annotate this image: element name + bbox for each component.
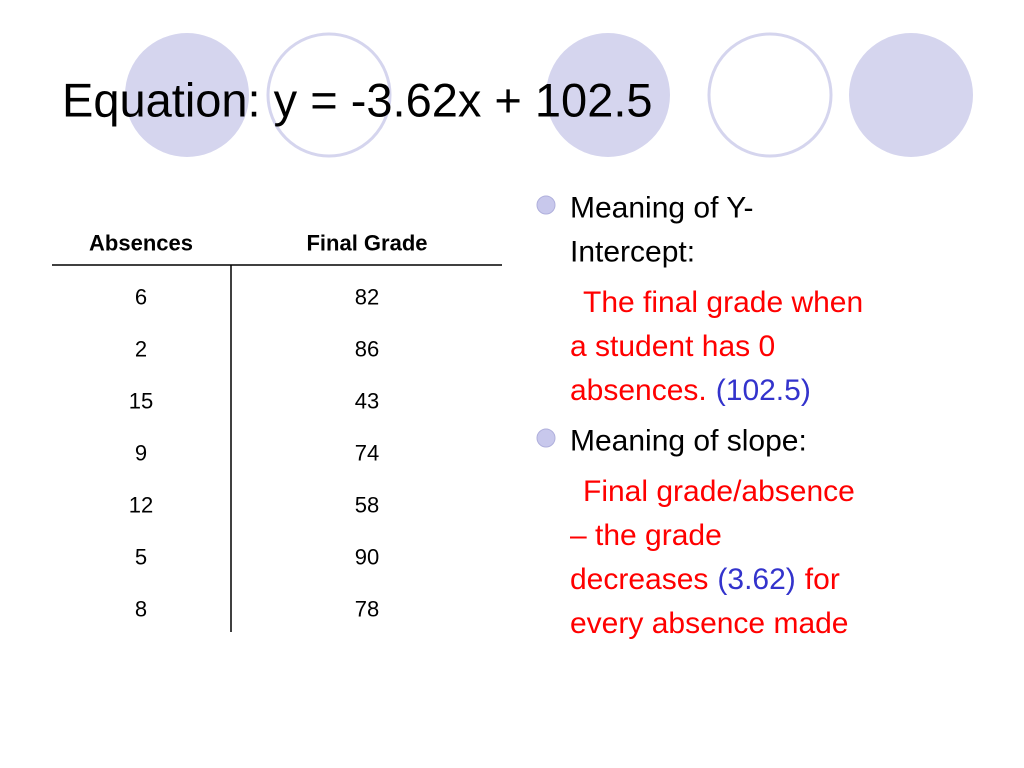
detail-segment: (3.62) bbox=[717, 563, 795, 596]
table-cell: 78 bbox=[355, 597, 379, 622]
table-cell: 43 bbox=[355, 389, 379, 414]
bullet-heading: Intercept: bbox=[570, 236, 695, 269]
table-cell: 6 bbox=[135, 285, 147, 310]
table-cell: 2 bbox=[135, 337, 147, 362]
circle bbox=[266, 32, 392, 158]
bullet-heading: Meaning of Y- bbox=[570, 192, 753, 225]
column-header: Final Grade bbox=[306, 231, 427, 256]
detail-segment: every absence made bbox=[570, 607, 849, 640]
table-cell: 74 bbox=[355, 441, 379, 466]
table-cell: 8 bbox=[135, 597, 147, 622]
table-cell: 86 bbox=[355, 337, 379, 362]
circle bbox=[546, 33, 670, 157]
bullet-detail: – the grade bbox=[570, 519, 722, 552]
detail-segment: – the grade bbox=[570, 519, 722, 552]
bullet-heading: Meaning of slope: bbox=[570, 425, 807, 458]
table-cell: 5 bbox=[135, 545, 147, 570]
table-cell: 90 bbox=[355, 545, 379, 570]
table-cell: 82 bbox=[355, 285, 379, 310]
detail-segment: absences. bbox=[570, 374, 707, 407]
slide-title: Equation: y = -3.62x + 102.5 bbox=[62, 74, 653, 127]
table-cell: 9 bbox=[135, 441, 147, 466]
detail-segment: a student has 0 bbox=[570, 330, 775, 363]
detail-segment: decreases bbox=[570, 563, 708, 596]
bullet-dot bbox=[536, 428, 556, 448]
bullet-detail: decreases (3.62) for bbox=[570, 563, 840, 596]
circle bbox=[849, 33, 973, 157]
detail-segment: (102.5) bbox=[716, 374, 811, 407]
bullet-detail: Final grade/absence bbox=[583, 475, 855, 508]
detail-segment: The final grade when bbox=[583, 286, 863, 319]
decoration bbox=[125, 32, 973, 158]
detail-segment: for bbox=[805, 563, 840, 596]
bullet-detail: a student has 0 bbox=[570, 330, 775, 363]
circle bbox=[125, 33, 249, 157]
circle bbox=[707, 32, 833, 158]
column-header: Absences bbox=[89, 231, 193, 256]
bullet-detail: every absence made bbox=[570, 607, 849, 640]
table-cell: 12 bbox=[129, 493, 153, 518]
bullet-detail: absences. (102.5) bbox=[570, 374, 811, 407]
table-cell: 58 bbox=[355, 493, 379, 518]
detail-segment: Final grade/absence bbox=[583, 475, 855, 508]
bullet-detail: The final grade when bbox=[583, 286, 863, 319]
table-cell: 15 bbox=[129, 389, 153, 414]
bullet-dot bbox=[536, 195, 556, 215]
